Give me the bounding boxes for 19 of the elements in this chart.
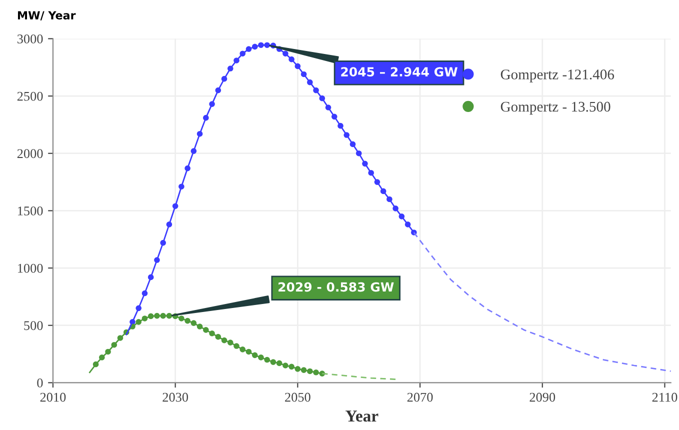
- y-tick-label: 3000: [17, 34, 43, 44]
- x-tick-label: 2050: [285, 392, 310, 402]
- y-tick-label: 1500: [18, 206, 43, 216]
- y-axis-title: MW/ Year: [18, 11, 76, 20]
- y-tick-label: 0: [37, 378, 43, 388]
- x-tick-label: 2010: [40, 392, 66, 402]
- annotation: 2045 – 2.944 GW: [341, 67, 458, 77]
- legend-label: Gompertz - 13.500: [500, 102, 610, 115]
- x-tick-label: 2110: [652, 392, 678, 402]
- x-tick-label: 2030: [162, 392, 188, 402]
- y-tick-label: 500: [24, 321, 43, 330]
- x-tick-label: 2070: [407, 392, 433, 402]
- y-tick-label: 2000: [17, 149, 43, 158]
- y-tick-label: 1000: [18, 264, 43, 273]
- x-axis-title: Year: [346, 410, 378, 422]
- x-tick-label: 2090: [530, 392, 556, 402]
- y-tick-label: 2500: [17, 92, 43, 101]
- annotation: 2029 - 0.583 GW: [278, 282, 394, 292]
- legend-label: Gompertz -121.406: [500, 70, 614, 82]
